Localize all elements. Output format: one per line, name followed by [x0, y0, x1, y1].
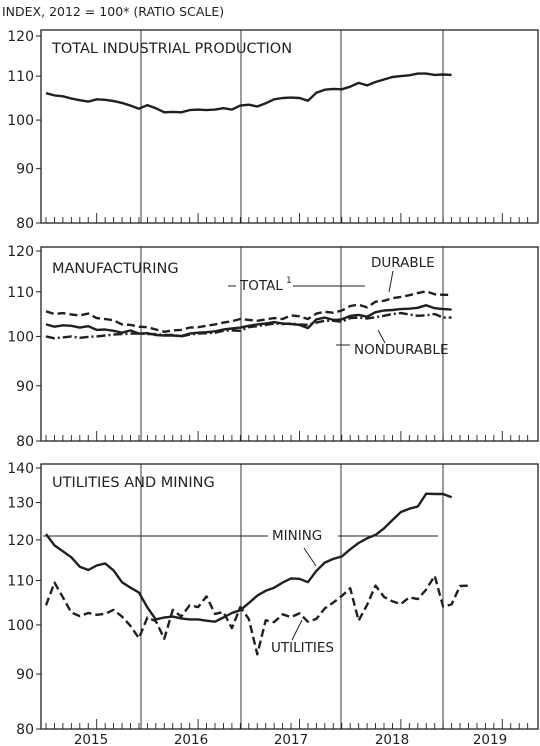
annotation-total: TOTAL [239, 278, 283, 294]
annotation-leader [303, 547, 317, 567]
annotation-mining: MINING [272, 528, 322, 544]
annotation-utilities: UTILITIES [271, 640, 334, 656]
y-tick-label: 120 [7, 29, 34, 45]
x-tick-label: 2015 [74, 732, 108, 746]
annotation-durable: DURABLE [371, 255, 435, 271]
y-tick-label: 110 [7, 285, 34, 301]
series-line-nondurable [45, 311, 452, 340]
y-tick-label: 140 [7, 461, 34, 477]
panel-total-industrial-production: TOTAL INDUSTRIAL PRODUCTION 80 90 100 110 12… [7, 29, 539, 232]
y-tick-label: 100 [7, 329, 34, 345]
series-line-mining [45, 492, 453, 623]
annotation-leader [388, 270, 394, 293]
x-tick-label: 2018 [375, 732, 409, 746]
panel-title: MANUFACTURING [52, 261, 179, 277]
panel-frame [40, 246, 539, 442]
panel-frame [40, 463, 539, 730]
x-tick-label: 2017 [274, 732, 308, 746]
annotation-nondurable: NONDURABLE [354, 342, 448, 358]
y-tick-label: 120 [7, 533, 34, 549]
y-tick-label: 110 [7, 69, 34, 85]
panel-utilities-and-mining: UTILITIES AND MINING MINING UTILITIES 80… [7, 461, 539, 738]
x-tick-label: 2019 [473, 732, 507, 746]
annotation-leader [291, 619, 303, 641]
annotation-leader [377, 329, 386, 344]
y-tick-label: 90 [16, 379, 34, 395]
series-line-utilities [44, 574, 469, 656]
series-line-total-industrial-production [45, 72, 452, 114]
y-tick-label: 80 [16, 722, 34, 738]
y-tick-label: 120 [7, 244, 34, 260]
y-tick-label: 80 [16, 216, 34, 232]
series-line-total [45, 304, 452, 338]
y-tick-label: 110 [7, 573, 34, 589]
panel-title: TOTAL INDUSTRIAL PRODUCTION [51, 41, 292, 57]
series-line-durable [45, 290, 452, 333]
x-tick-label: 2016 [174, 732, 208, 746]
y-tick-label: 100 [7, 618, 34, 634]
panel-title: UTILITIES AND MINING [52, 475, 215, 491]
y-tick-label: 100 [7, 113, 34, 129]
y-tick-label: 130 [7, 496, 34, 512]
y-tick-label: 90 [16, 162, 34, 178]
y-tick-label: 90 [16, 667, 34, 683]
panel-manufacturing: MANUFACTURING TOTAL 1 DURABLE NONDURABLE… [7, 244, 539, 450]
annotation-total-footnote: 1 [286, 276, 292, 286]
chart-header: INDEX, 2012 = 100* (RATIO SCALE) [2, 4, 224, 19]
y-tick-label: 80 [16, 434, 34, 450]
panel-frame [40, 29, 539, 224]
